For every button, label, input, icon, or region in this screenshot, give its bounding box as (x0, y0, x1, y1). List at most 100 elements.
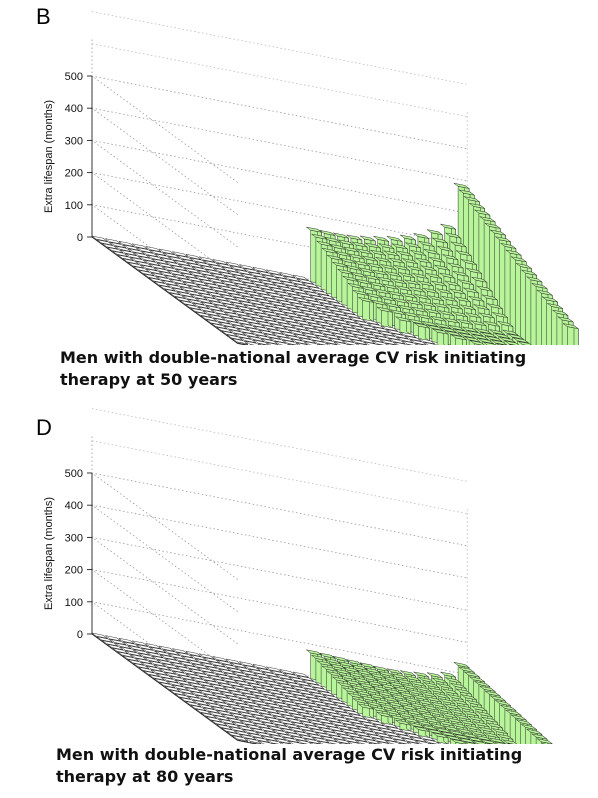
bar-top-face (350, 685, 367, 691)
bar-top-face (177, 652, 194, 658)
bar-top-face (449, 325, 465, 331)
bar-top-face (408, 722, 425, 729)
bar-top-face (210, 286, 227, 293)
bar-top-face (359, 662, 376, 669)
bar-top-face (225, 658, 242, 665)
bar-top-face (239, 300, 256, 307)
bar-top-face (402, 258, 418, 265)
bar-top-face (388, 290, 404, 297)
bar-top-face (311, 331, 327, 338)
bar-top-face (316, 660, 333, 667)
bar-top-face (175, 296, 191, 303)
bar-top-face (228, 270, 244, 277)
bar (251, 280, 268, 288)
bar-top-face (440, 326, 457, 333)
bar-top-face (206, 269, 223, 275)
bar-top-face (166, 261, 182, 268)
bar-top-face (397, 733, 414, 740)
bar-top-face (296, 703, 313, 709)
bar-top-face (379, 704, 396, 710)
bar-top-face (372, 269, 389, 276)
bar-top-face (437, 683, 453, 689)
bar-top-face (225, 275, 241, 282)
bar-top-face (329, 698, 345, 705)
bar-top-face (359, 682, 375, 689)
bar-top-face (348, 344, 353, 345)
bar-top-face (323, 311, 339, 318)
bar-top-face (327, 328, 344, 335)
bar-top-face (304, 701, 321, 708)
bar-top-face (338, 661, 354, 668)
bar-top-face (180, 300, 196, 307)
z-gridline (91, 43, 468, 117)
bar (386, 343, 396, 345)
bar-top-face (219, 321, 236, 328)
bar-top-face (345, 264, 362, 271)
bar-top-face (261, 302, 278, 308)
bar-top-face (102, 243, 118, 250)
bar-top-face (234, 296, 251, 303)
bar-top-face (292, 288, 308, 295)
bar-top-face (335, 668, 351, 675)
bar-top-face (426, 672, 443, 679)
bar-top-face (134, 649, 150, 656)
bar-top-face (302, 693, 319, 699)
bar-top-face (230, 329, 246, 336)
bar-top-face (432, 732, 449, 739)
bar-top-face (262, 288, 278, 295)
bar (335, 341, 348, 345)
bar-top-face (184, 664, 201, 671)
bar-top-face (483, 341, 496, 345)
bar-top-face (409, 702, 426, 709)
z-tick-label: 100 (65, 597, 83, 609)
bar-top-face (368, 322, 385, 329)
bar-top-face (155, 650, 172, 657)
bar-top-face (295, 319, 312, 326)
bar-top-face (365, 327, 382, 334)
bar-top-face (165, 275, 182, 281)
bar-top-face (244, 665, 261, 671)
bar-top-face (128, 659, 144, 666)
bar-top-face (224, 325, 241, 332)
bar-top-face (329, 301, 345, 308)
bar-top-face (133, 266, 150, 272)
bar-top-face (487, 722, 503, 729)
bar-top-face (241, 670, 258, 676)
bar-top-face (161, 257, 177, 264)
bar-top-face (287, 321, 304, 327)
bar-top-face (197, 681, 214, 687)
bar-top-face (228, 306, 245, 313)
bar-top-face (415, 257, 432, 264)
bar-top-face (374, 698, 391, 705)
bar-top-face (452, 311, 468, 318)
bar-top-face (400, 331, 417, 338)
bar-top-face (330, 663, 346, 670)
bar-top-face (144, 259, 161, 266)
bar-top-face (236, 702, 253, 709)
bar (179, 263, 196, 271)
bar-top-face (336, 313, 353, 320)
bar-top-face (315, 709, 331, 716)
bar-top-face (414, 294, 431, 300)
bar-top-face (386, 235, 403, 242)
bar-top-face (235, 680, 252, 686)
bar-top-face (378, 243, 395, 249)
bar-top-face (390, 309, 406, 316)
bar-top-face (203, 671, 220, 677)
bar-top-face (446, 330, 462, 337)
bar-top-face (291, 699, 307, 706)
bar-top-face (286, 284, 303, 291)
bar-top-face (217, 262, 234, 269)
bar-top-face (310, 294, 327, 301)
bar-top-face (447, 694, 464, 700)
bar-top-face (267, 292, 284, 298)
bar-top-face (284, 672, 301, 679)
bar-top-face (288, 704, 304, 711)
bar-top-face (364, 341, 378, 345)
bar-top-face (390, 714, 406, 721)
bar-top-face (435, 323, 452, 329)
bar-top-face (248, 682, 265, 689)
bar-top-face (260, 676, 276, 683)
bar-top-face (198, 306, 215, 313)
bar-top-face (459, 332, 476, 339)
